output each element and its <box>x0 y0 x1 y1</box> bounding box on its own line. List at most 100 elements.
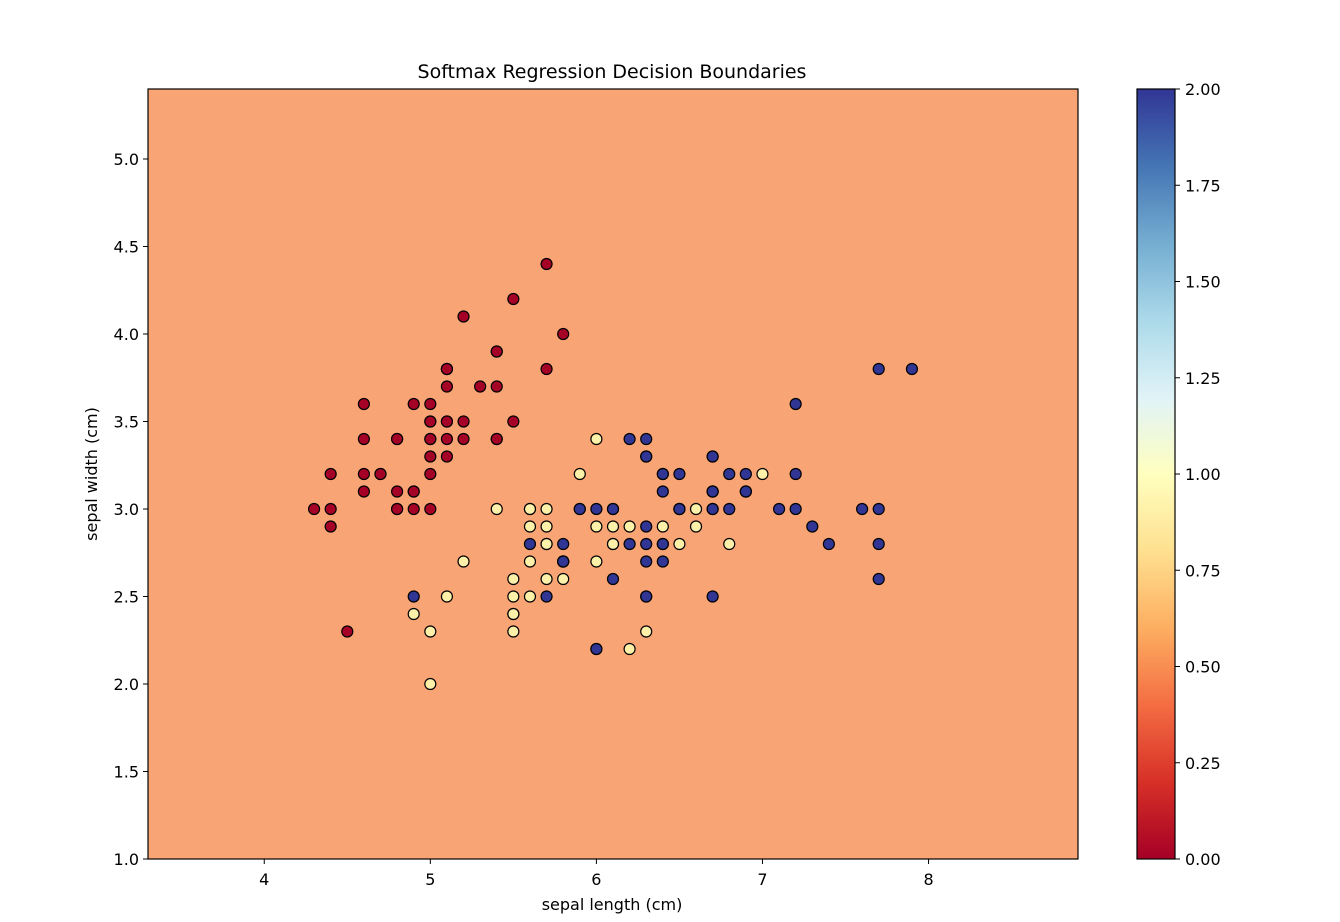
data-point-class-2 <box>706 485 719 498</box>
data-point-class-0 <box>457 310 470 323</box>
data-point-class-0 <box>440 415 454 428</box>
data-point-class-1 <box>673 537 686 551</box>
data-point-class-2 <box>706 502 719 516</box>
data-point-class-2 <box>540 590 553 603</box>
x-tick-label: 7 <box>757 870 767 889</box>
data-point-class-1 <box>606 520 620 533</box>
data-point-class-2 <box>673 502 686 516</box>
y-tick-label: 3.5 <box>114 413 139 432</box>
data-point-class-1 <box>640 625 653 638</box>
data-point-class-0 <box>557 327 570 341</box>
data-point-class-2 <box>656 537 669 551</box>
data-points <box>307 257 919 691</box>
data-point-class-0 <box>407 485 420 498</box>
x-tick-label: 4 <box>259 870 269 889</box>
plot-background <box>148 89 1078 859</box>
colorbar-tick-label: 1.75 <box>1185 176 1221 195</box>
data-point-class-2 <box>739 467 752 481</box>
data-point-class-0 <box>540 257 553 271</box>
data-point-class-1 <box>623 520 636 533</box>
data-point-class-2 <box>640 537 653 551</box>
data-point-class-1 <box>507 625 520 638</box>
y-tick-label: 2.0 <box>114 675 139 694</box>
y-tick-label: 2.5 <box>114 588 139 607</box>
data-point-class-2 <box>640 590 653 603</box>
data-point-class-1 <box>407 607 420 621</box>
data-point-class-2 <box>656 485 669 498</box>
data-point-class-2 <box>623 537 636 551</box>
data-point-class-0 <box>490 345 503 358</box>
data-point-class-1 <box>573 467 586 481</box>
data-point-class-1 <box>507 607 520 621</box>
data-point-class-0 <box>440 432 454 446</box>
data-point-class-2 <box>590 502 603 516</box>
data-point-class-1 <box>424 625 437 638</box>
y-tick-label: 1.0 <box>114 850 139 869</box>
y-tick-label: 4.5 <box>114 238 139 257</box>
data-point-class-1 <box>523 555 537 568</box>
data-point-class-2 <box>723 467 736 481</box>
data-point-class-1 <box>424 677 437 691</box>
data-point-class-2 <box>640 555 653 568</box>
data-point-class-0 <box>424 450 437 463</box>
data-point-class-0 <box>324 467 337 481</box>
chart-title: Softmax Regression Decision Boundaries <box>418 61 807 83</box>
data-point-class-1 <box>540 520 553 533</box>
colorbar-tick-label: 2.00 <box>1185 80 1221 99</box>
data-point-class-2 <box>590 642 603 656</box>
data-point-class-2 <box>623 432 636 446</box>
colorbar <box>1137 89 1175 859</box>
data-point-class-0 <box>357 485 370 498</box>
data-point-class-2 <box>872 572 885 586</box>
data-point-class-0 <box>440 380 454 393</box>
data-point-class-2 <box>905 362 919 376</box>
data-point-class-2 <box>573 502 586 516</box>
data-point-class-0 <box>540 362 553 376</box>
data-point-class-1 <box>689 520 703 533</box>
colorbar-tick-label: 0.25 <box>1185 754 1221 773</box>
colorbar-tick-label: 1.00 <box>1185 465 1221 484</box>
data-point-class-2 <box>640 432 653 446</box>
data-point-class-1 <box>689 502 703 516</box>
data-point-class-2 <box>822 537 835 551</box>
data-point-class-1 <box>523 590 537 603</box>
x-tick-label: 5 <box>425 870 435 889</box>
data-point-class-1 <box>590 555 603 568</box>
colorbar-tick-label: 0.00 <box>1185 850 1221 869</box>
y-tick-label: 3.0 <box>114 500 139 519</box>
data-point-class-1 <box>756 467 769 481</box>
data-point-class-2 <box>872 362 885 376</box>
data-point-class-2 <box>606 502 620 516</box>
data-point-class-2 <box>772 502 786 516</box>
y-tick-label: 1.5 <box>114 763 139 782</box>
data-point-class-1 <box>490 502 503 516</box>
y-tick-label: 4.0 <box>114 325 139 344</box>
data-point-class-2 <box>557 537 570 551</box>
data-point-class-0 <box>391 485 404 498</box>
data-point-class-2 <box>806 520 819 533</box>
data-point-class-2 <box>789 397 802 411</box>
data-point-class-0 <box>457 432 470 446</box>
data-point-class-0 <box>490 432 503 446</box>
data-point-class-1 <box>457 555 470 568</box>
data-point-class-2 <box>789 467 802 481</box>
data-point-class-0 <box>374 467 387 481</box>
data-point-class-1 <box>523 520 537 533</box>
data-point-class-1 <box>656 520 669 533</box>
data-point-class-2 <box>640 450 653 463</box>
data-point-class-0 <box>324 520 337 533</box>
data-point-class-0 <box>391 502 404 516</box>
y-axis-label: sepal width (cm) <box>82 407 101 541</box>
data-point-class-0 <box>424 432 437 446</box>
data-point-class-0 <box>490 380 503 393</box>
data-point-class-0 <box>357 432 370 446</box>
data-point-class-0 <box>407 502 420 516</box>
data-point-class-0 <box>391 432 404 446</box>
x-tick-label: 8 <box>923 870 933 889</box>
x-tick-label: 6 <box>591 870 601 889</box>
data-point-class-2 <box>789 502 802 516</box>
data-point-class-0 <box>507 415 520 428</box>
x-axis-label: sepal length (cm) <box>542 895 683 914</box>
data-point-class-0 <box>357 397 370 411</box>
data-point-class-0 <box>424 502 437 516</box>
